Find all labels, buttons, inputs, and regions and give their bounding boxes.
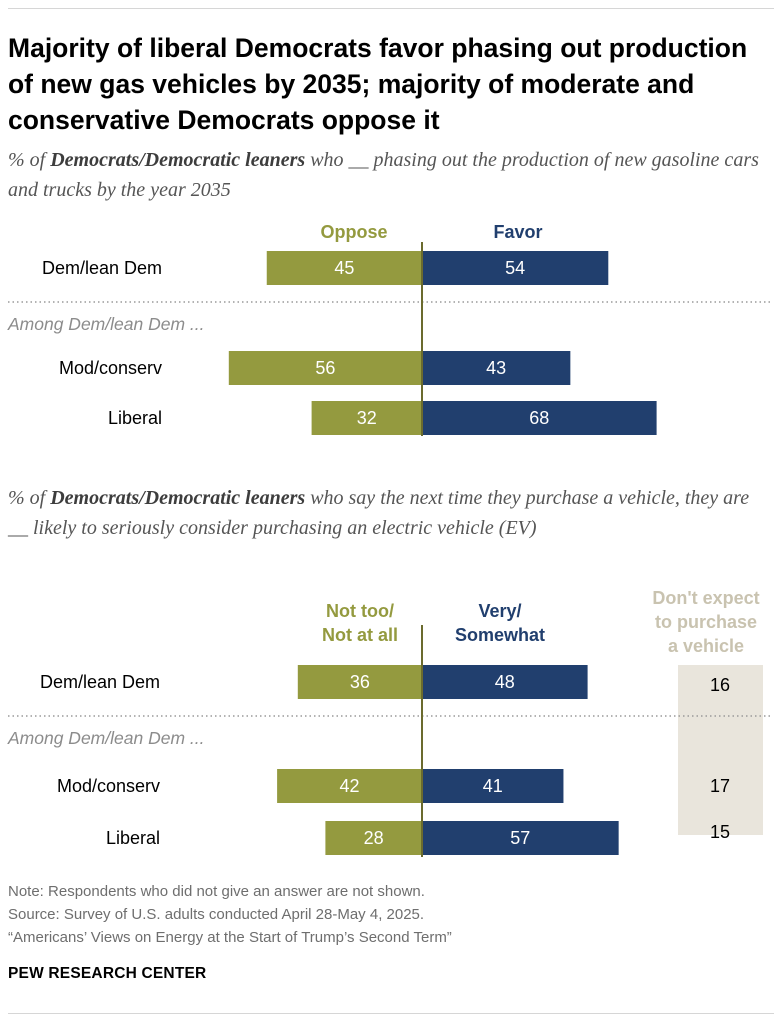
top-rule (8, 8, 774, 9)
chart2-category-label-dem-lean-dem: Dem/lean Dem (40, 672, 160, 692)
chart1-bar-right-liberal (422, 401, 657, 435)
chart1-category-label-dem-lean-dem: Dem/lean Dem (42, 258, 162, 278)
report-title: “Americans’ Views on Energy at the Start… (8, 929, 452, 946)
chart2-bar-right-liberal (422, 821, 619, 855)
chart2-bar-left-liberal (325, 821, 422, 855)
chart2-data-label-right-liberal: 57 (510, 828, 530, 848)
chart1-data-label-right-dem-lean-dem: 54 (505, 258, 525, 278)
chart2-data-label-left-liberal: 28 (364, 828, 384, 848)
chart1-bar-right-mod-conserv (422, 351, 571, 385)
chart1-subtitle: % of Democrats/Democratic leaners who __… (8, 149, 759, 201)
chart2-dont-expect-header-line: a vehicle (668, 636, 744, 656)
bottom-rule (8, 1013, 774, 1014)
chart2-bar-right-mod-conserv (422, 769, 564, 803)
chart1-legend-left-label: Oppose (320, 222, 387, 242)
chart2-data-label-right-dem-lean-dem: 48 (495, 672, 515, 692)
chart2-dont-expect-value-liberal: 15 (710, 822, 730, 842)
chart2-dont-expect-header-line: Don't expect (652, 588, 759, 608)
chart2-ev-consideration: Not too/Not at all Very/Somewhat Among Dem… (7, 588, 770, 857)
chart1-data-label-right-liberal: 68 (529, 408, 549, 428)
chart2-data-label-left-dem-lean-dem: 36 (350, 672, 370, 692)
chart1-bar-left-mod-conserv (228, 351, 422, 385)
chart2-legend-left-label: Not too/ (326, 601, 394, 621)
pew-logo-text: PEW RESEARCH CENTER (8, 965, 207, 982)
chart2-subtitle: % of Democrats/Democratic leaners who sa… (8, 487, 750, 539)
chart1-bar-left-liberal (311, 401, 422, 435)
chart2-category-label-mod-conserv: Mod/conserv (57, 776, 160, 796)
chart2-legend-right-label: Very/ (478, 601, 521, 621)
chart1-bar-left-dem-lean-dem (266, 251, 422, 285)
chart2-dont-expect-header-line: to purchase (655, 612, 757, 632)
chart2-legend-right-label: Somewhat (455, 625, 545, 645)
note-text: Note: Respondents who did not give an an… (8, 883, 425, 900)
chart1-data-label-left-dem-lean-dem: 45 (334, 258, 354, 278)
chart1-section-label: Among Dem/lean Dem ... (7, 314, 204, 334)
chart2-dont-expect-value-dem-lean-dem: 16 (710, 675, 730, 695)
notes: Note: Respondents who did not give an an… (8, 880, 452, 949)
source-text: Source: Survey of U.S. adults conducted … (8, 906, 425, 923)
chart1-category-label-mod-conserv: Mod/conserv (59, 358, 162, 378)
chart1-category-label-liberal: Liberal (108, 408, 162, 428)
chart2-bar-left-dem-lean-dem (297, 665, 422, 699)
chart2-dont-expect-column-bg (678, 665, 763, 835)
chart2-dont-expect-value-mod-conserv: 17 (710, 776, 730, 796)
chart2-category-label-liberal: Liberal (106, 828, 160, 848)
chart1-bar-right-dem-lean-dem (422, 251, 609, 285)
chart1-data-label-left-liberal: 32 (357, 408, 377, 428)
chart1-legend-right-label: Favor (493, 222, 542, 242)
chart2-bar-right-dem-lean-dem (422, 665, 588, 699)
chart2-section-label: Among Dem/lean Dem ... (7, 728, 204, 748)
chart2-data-label-left-mod-conserv: 42 (340, 776, 360, 796)
chart2-bar-left-mod-conserv (277, 769, 422, 803)
chart1-data-label-right-mod-conserv: 43 (486, 358, 506, 378)
chart1-oppose-favor: Oppose Favor Among Dem/lean Dem ... Dem/lea… (7, 222, 770, 436)
chart1-data-label-left-mod-conserv: 56 (315, 358, 335, 378)
chart2-legend-left-label: Not at all (322, 625, 398, 645)
chart-title: Majority of liberal Democrats favor phas… (8, 33, 748, 135)
chart2-data-label-right-mod-conserv: 41 (483, 776, 503, 796)
